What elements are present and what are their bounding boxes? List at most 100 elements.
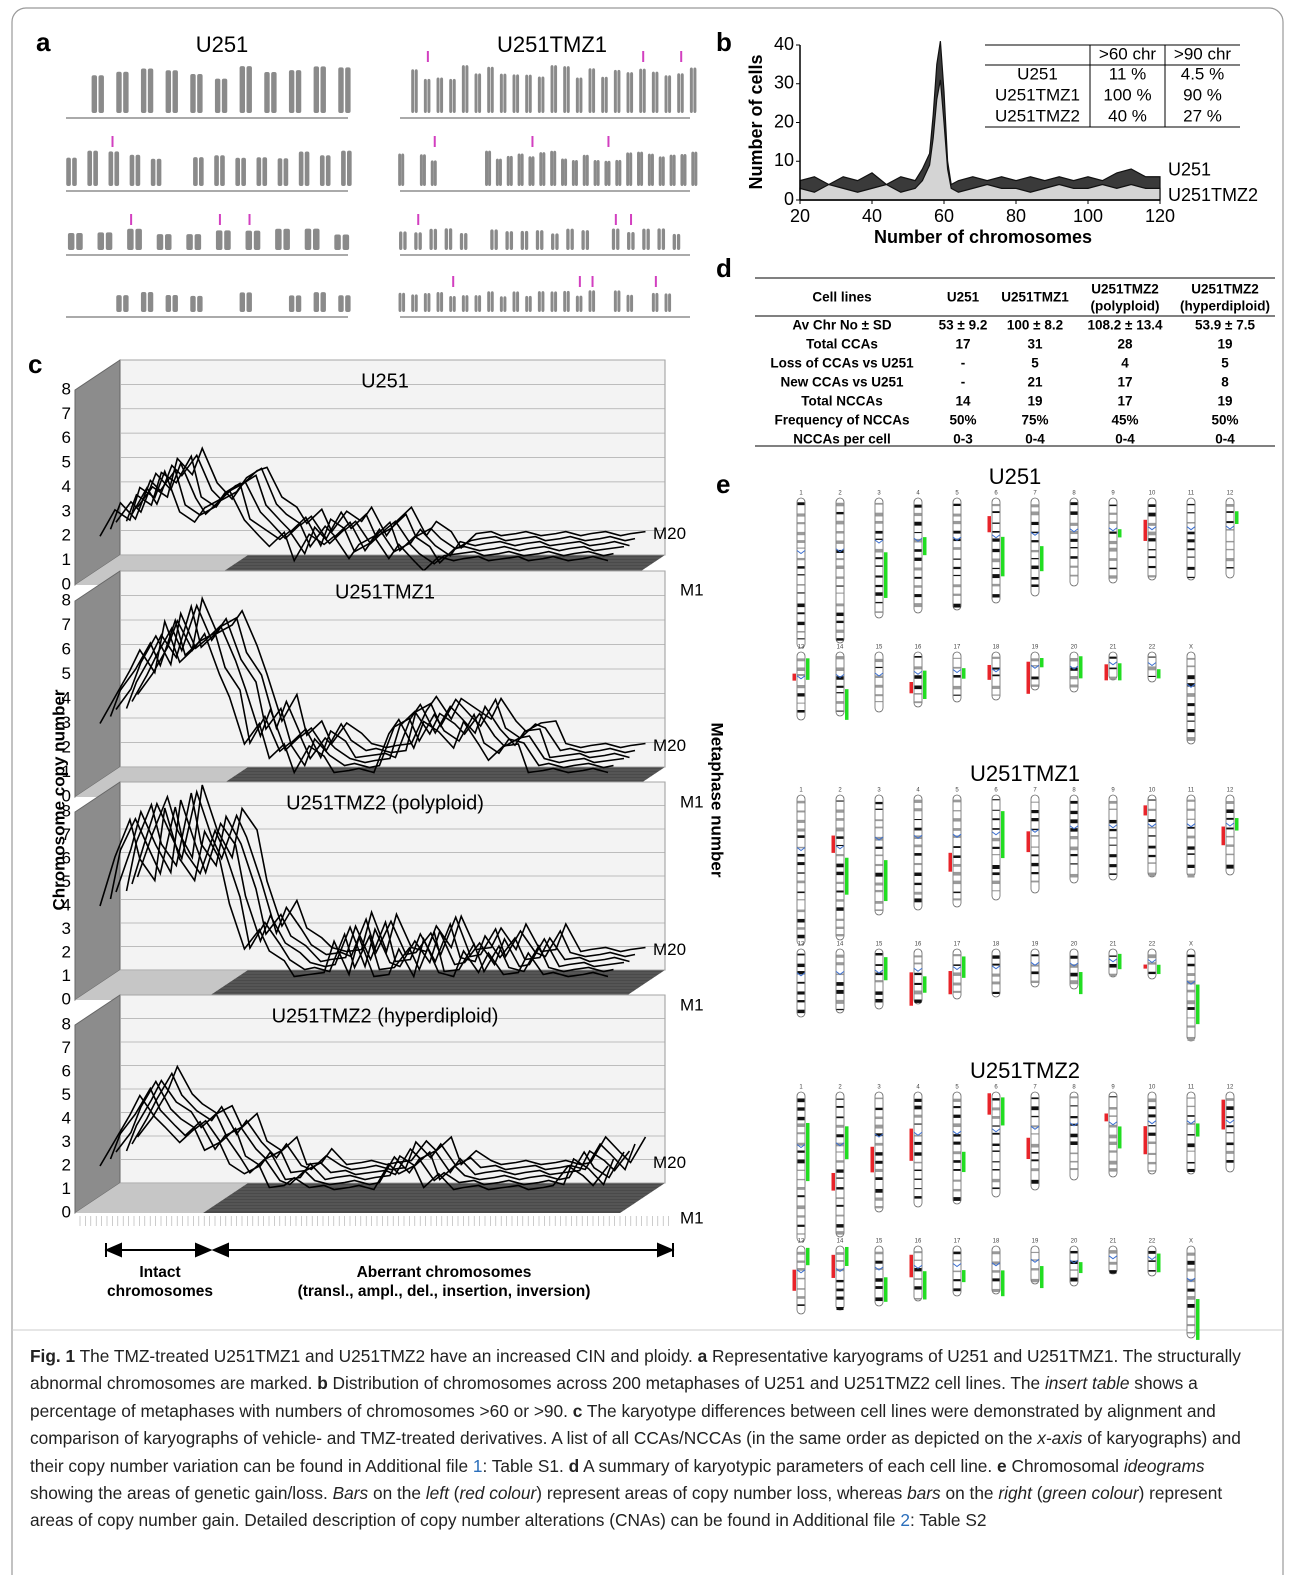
ideogram-band: [837, 638, 844, 640]
table-cell: Av Chr No ± SD: [792, 318, 891, 333]
ideogram: [1031, 652, 1039, 690]
ideogram-band: [1149, 549, 1156, 550]
karyogram-chromosome: [690, 68, 693, 113]
karyogram-chromosome: [629, 152, 632, 186]
ideogram-band: [954, 1260, 961, 1262]
chromosome-number: 16: [915, 1239, 922, 1245]
ideogram: [1226, 498, 1234, 578]
ideogram-band: [837, 836, 844, 838]
ideogram-band: [1188, 658, 1195, 660]
ideogram-band: [1110, 1250, 1117, 1254]
chromosome-number: 10: [1149, 1085, 1156, 1091]
y-tick-label: 6: [62, 428, 71, 447]
ideogram-band: [876, 1098, 883, 1100]
ideogram-band: [954, 964, 961, 966]
panel-b: 01020304020406080100120U251U251TMZ2Numbe…: [746, 34, 1258, 247]
ideogram-band: [798, 710, 805, 713]
karyogram-chromosome: [612, 229, 615, 250]
caption-run: A summary of karyotypic parameters of ea…: [579, 1456, 997, 1476]
table-cell: 4.5 %: [1181, 64, 1224, 83]
ideogram-band: [837, 1000, 844, 1004]
karyogram-chromosome: [347, 151, 352, 186]
caption-run: showing the areas of genetic gain/loss.: [30, 1483, 333, 1503]
karyogram-chromosome: [626, 152, 629, 186]
ideogram: [797, 1092, 805, 1242]
ideogram-band: [837, 800, 844, 801]
ideogram-band: [1227, 1116, 1234, 1118]
karyogram-chromosome: [538, 291, 541, 312]
chromosome-number: 15: [876, 942, 883, 948]
ideogram-band: [915, 991, 922, 995]
ideogram-band: [915, 892, 922, 895]
ideogram-band: [876, 999, 883, 1002]
ideogram-band: [876, 1108, 883, 1110]
ideogram: [836, 1246, 844, 1310]
ideogram-band: [1071, 539, 1078, 542]
chromosome-number: 13: [798, 942, 805, 948]
ideogram-band: [915, 1260, 922, 1261]
karyogram-chromosome: [485, 151, 488, 186]
karyogram-chromosome: [541, 291, 544, 312]
ideogram-band: [798, 685, 805, 688]
ideogram-band: [1110, 558, 1117, 561]
loss-bar: [832, 1173, 836, 1191]
karyogram-chromosome: [694, 152, 697, 186]
ideogram-band: [837, 512, 844, 514]
ideogram-band: [1071, 1116, 1078, 1118]
ideogram-band: [1110, 548, 1117, 552]
ideogram-band: [837, 576, 844, 578]
karyogram-chromosome: [241, 158, 246, 186]
figure: a b c d e U251 U251TMZ1 0102030402040608…: [0, 0, 1295, 1575]
ideogram: [1109, 652, 1117, 680]
ideogram-band: [1227, 567, 1234, 568]
ideogram-band: [915, 701, 922, 703]
karyogram-chromosome: [605, 77, 608, 113]
karyogram-chromosome: [487, 67, 490, 113]
ideogram-band: [1149, 575, 1156, 577]
y-tick-label: 7: [62, 404, 71, 423]
ideogram-band: [1071, 676, 1078, 679]
gain-bar: [1196, 985, 1200, 1025]
ideogram-band: [1188, 665, 1195, 667]
ideogram-band: [993, 549, 1000, 552]
ideogram-band: [876, 557, 883, 559]
ideogram-band: [993, 981, 1000, 984]
ideogram-band: [954, 1288, 961, 1291]
karyogram-chromosome: [431, 160, 434, 186]
chromosome-number: X: [1189, 645, 1193, 651]
gain-bar: [1040, 1266, 1044, 1288]
ideogram-band: [1188, 512, 1195, 513]
karyogram-chromosome: [72, 158, 77, 186]
caption-link[interactable]: 1: [473, 1456, 483, 1476]
karyogram-chromosome: [487, 291, 490, 312]
caption-link[interactable]: 2: [900, 1510, 910, 1530]
ideogram-band: [915, 873, 922, 876]
karyogram-chromosome: [345, 295, 350, 312]
ideogram-band: [1188, 721, 1195, 722]
ideogram-band: [798, 1098, 805, 1102]
loss-bar: [832, 1255, 836, 1278]
gain-bar: [1196, 1123, 1200, 1136]
chromosome-number: 5: [955, 788, 959, 794]
karyogram-chromosome: [607, 161, 610, 186]
caption-run: a: [698, 1346, 708, 1366]
ideogram-band: [876, 1297, 883, 1301]
loss-bar: [1144, 1126, 1148, 1154]
karyogram-chromosome: [449, 296, 452, 312]
ideogram-band: [876, 503, 883, 505]
ideogram-band: [1032, 1097, 1039, 1099]
ideogram-band: [837, 1099, 844, 1100]
ideogram-band: [837, 827, 844, 831]
ideogram-band: [1071, 1153, 1078, 1155]
ideogram-band: [798, 1261, 805, 1263]
ideogram-band: [954, 567, 961, 569]
ideogram-band: [1032, 504, 1039, 507]
karyogram-chromosome: [576, 296, 579, 312]
ideogram-band: [1032, 1144, 1039, 1148]
table-header: (polyploid): [1091, 299, 1160, 314]
ideogram-band: [876, 1189, 883, 1193]
ideogram-band: [837, 1116, 844, 1118]
ideogram-band: [954, 686, 961, 689]
chromosome-number: 3: [877, 788, 881, 794]
table-cell: 17: [955, 337, 970, 352]
